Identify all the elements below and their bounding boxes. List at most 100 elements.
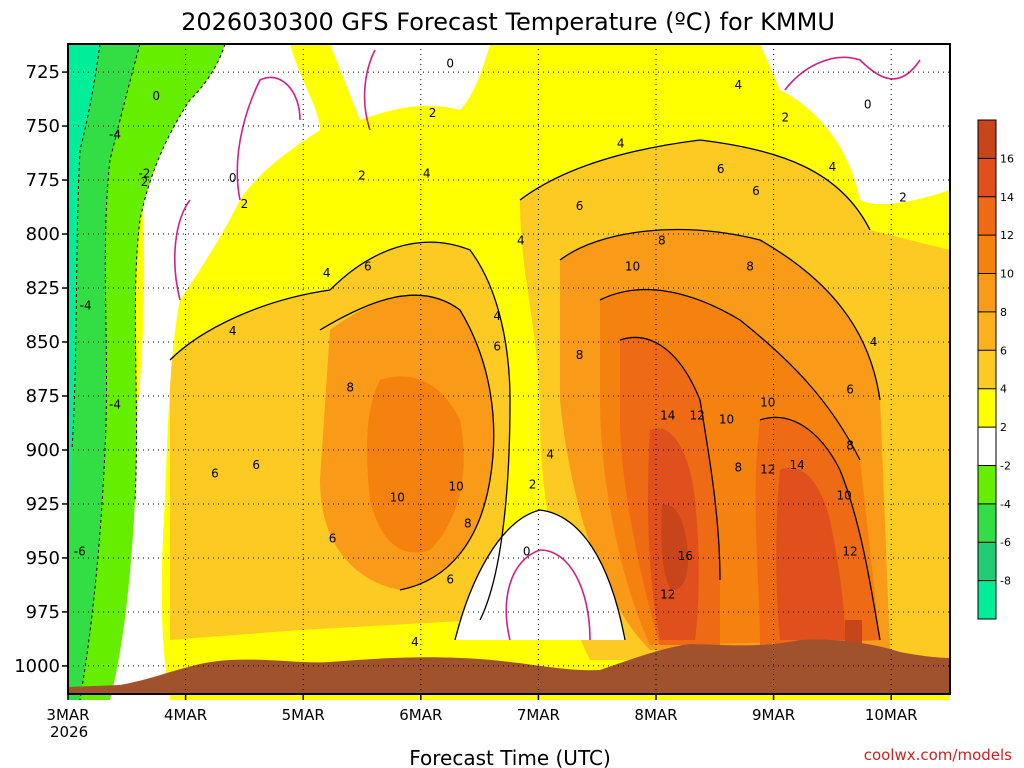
y-tick-label: 925 xyxy=(26,494,60,515)
colorbar-swatch xyxy=(978,388,996,428)
colorbar-swatch xyxy=(978,580,996,620)
contour-label: 0 xyxy=(864,97,872,111)
x-tick-label: 6MAR xyxy=(399,706,442,724)
credit-text: coolwx.com/models xyxy=(864,746,1012,764)
grid xyxy=(68,44,950,694)
contour-label: 4 xyxy=(493,309,501,323)
x-tick-label: 9MAR xyxy=(752,706,795,724)
contour-label: 6 xyxy=(576,199,584,213)
region-green xyxy=(68,44,225,700)
colorbar-label: 8 xyxy=(1000,306,1007,319)
contour-label: 12 xyxy=(842,544,857,558)
contour-label: 16 xyxy=(678,549,693,563)
colorbar-swatch xyxy=(978,503,996,543)
colorbar: 16 14 12 10 8 6 4 2 -2 -4 -6 -8 xyxy=(977,119,1014,620)
contour-label: 8 xyxy=(658,234,666,248)
contour-label: 4 xyxy=(323,266,331,280)
contour-label: 10 xyxy=(625,259,640,273)
colorbar-label: 4 xyxy=(1000,383,1007,396)
contour-label: 6 xyxy=(211,467,219,481)
contour-label: 8 xyxy=(346,380,354,394)
contour-label: 0 xyxy=(523,544,531,558)
contour-label: 8 xyxy=(734,460,742,474)
contour-label: 6 xyxy=(717,162,725,176)
contour-label: 10 xyxy=(837,488,852,502)
x-tick-label: 8MAR xyxy=(634,706,677,724)
x-tick-label: 5MAR xyxy=(282,706,325,724)
y-tick-label: 975 xyxy=(26,602,60,623)
x-axis-year: 2026 xyxy=(50,723,88,741)
contour-label: 2 xyxy=(899,190,907,204)
colorbar-swatch xyxy=(978,427,996,466)
contour-label: 8 xyxy=(746,259,754,273)
contour-label: -6 xyxy=(74,544,86,558)
contour-label: -4 xyxy=(109,128,121,142)
x-axis-title: Forecast Time (UTC) xyxy=(409,746,611,768)
contour-label: 2 xyxy=(429,106,437,120)
x-tick-label: 3MAR xyxy=(46,706,89,724)
x-axis: 3MAR 4MAR 5MAR 6MAR 7MAR 8MAR 9MAR 10MAR xyxy=(46,694,918,724)
colorbar-label: 14 xyxy=(1000,191,1014,204)
y-tick-label: 825 xyxy=(26,278,60,299)
colorbar-label: 2 xyxy=(1000,421,1007,434)
y-tick-label: 775 xyxy=(26,170,60,191)
contour-label: 10 xyxy=(448,480,463,494)
contour-label: 6 xyxy=(446,573,454,587)
colorbar-swatch xyxy=(978,120,996,159)
x-tick-label: 7MAR xyxy=(517,706,560,724)
contour-label: 2 xyxy=(782,110,790,124)
colorbar-label: -2 xyxy=(1000,459,1011,472)
contour-label: 0 xyxy=(229,171,237,185)
contour-label: 4 xyxy=(829,160,837,174)
colorbar-swatch xyxy=(978,235,996,275)
colorbar-swatch xyxy=(978,542,996,582)
colorbar-label: -8 xyxy=(1000,575,1011,588)
y-tick-label: 850 xyxy=(26,332,60,353)
contour-label: 4 xyxy=(517,234,525,248)
colorbar-label: 10 xyxy=(1000,268,1014,281)
contour-label: 4 xyxy=(411,635,419,649)
x-tick-label: 4MAR xyxy=(164,706,207,724)
contour-label: 8 xyxy=(576,348,584,362)
contour-label: 2 xyxy=(241,197,249,211)
contour-label: 4 xyxy=(229,324,237,338)
colorbar-swatch xyxy=(978,273,996,313)
contour-label: 6 xyxy=(364,259,372,273)
terrain xyxy=(68,639,950,694)
contour-label: -4 xyxy=(80,298,92,312)
contour-label: 0 xyxy=(446,56,454,70)
y-tick-label: 725 xyxy=(26,62,60,83)
colorbar-label: 6 xyxy=(1000,344,1007,357)
contour-label: -4 xyxy=(109,398,121,412)
plot-area: 0000022222224444444444466666666668888888… xyxy=(67,43,951,701)
contour-label: 14 xyxy=(789,458,804,472)
contour-label: 10 xyxy=(390,490,405,504)
region-teal xyxy=(68,44,140,700)
contour-label: 4 xyxy=(423,167,431,181)
contour-label: 6 xyxy=(752,184,760,198)
contour-labels: 0000022222224444444444466666666668888888… xyxy=(74,56,907,649)
region-cyan xyxy=(68,44,100,600)
region-orange-deep xyxy=(367,376,464,553)
colorbar-label: 12 xyxy=(1000,229,1014,242)
y-axis: 725 750 775 800 825 850 875 900 925 950 975 1000 xyxy=(14,62,68,677)
colorbar-label: 16 xyxy=(1000,152,1014,165)
contour-lines xyxy=(169,139,881,641)
colorbar-swatch xyxy=(978,196,996,236)
region-white-left xyxy=(110,44,320,700)
contour-label: 8 xyxy=(464,516,472,530)
contour-label: 12 xyxy=(760,462,775,476)
colorbar-label: -6 xyxy=(1000,536,1011,549)
chart-title: 2026030300 GFS Forecast Temperature (ºC)… xyxy=(181,8,835,36)
contour-label: 4 xyxy=(546,447,554,461)
y-tick-label: 750 xyxy=(26,116,60,137)
contour-label: 2 xyxy=(529,478,537,492)
contour-label: 0 xyxy=(152,89,160,103)
y-tick-label: 950 xyxy=(26,548,60,569)
region-white-topright xyxy=(760,44,950,205)
region-red-2 xyxy=(776,467,845,640)
contour-label: 2 xyxy=(141,175,149,189)
y-tick-label: 900 xyxy=(26,440,60,461)
colorbar-swatch xyxy=(978,350,996,390)
